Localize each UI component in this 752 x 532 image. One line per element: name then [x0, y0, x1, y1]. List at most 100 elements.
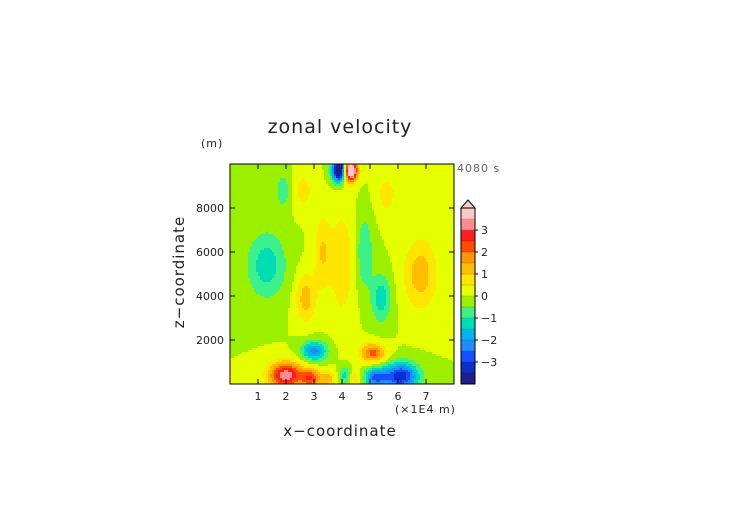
heatmap-cell	[428, 226, 431, 229]
heatmap-cell	[240, 200, 243, 203]
heatmap-cell	[272, 208, 275, 211]
heatmap-cell	[396, 214, 399, 217]
heatmap-cell	[426, 248, 429, 251]
heatmap-cell	[320, 232, 323, 235]
heatmap-cell	[242, 192, 245, 195]
heatmap-cell	[408, 200, 411, 203]
heatmap-cell	[300, 206, 303, 209]
heatmap-cell	[334, 208, 337, 211]
heatmap-cell	[424, 184, 427, 187]
heatmap-cell	[258, 212, 261, 215]
heatmap-cell	[264, 166, 267, 169]
heatmap-cell	[422, 216, 425, 219]
heatmap-cell	[300, 204, 303, 207]
heatmap-cell	[292, 218, 295, 221]
heatmap-cell	[274, 244, 277, 247]
heatmap-cell	[326, 190, 329, 193]
heatmap-cell	[368, 200, 371, 203]
heatmap-cell	[328, 238, 331, 241]
heatmap-cell	[434, 194, 437, 197]
heatmap-cell	[252, 168, 255, 171]
heatmap-cell	[298, 248, 301, 251]
heatmap-cell	[296, 216, 299, 219]
heatmap-cell	[284, 242, 287, 245]
heatmap-cell	[248, 182, 251, 185]
heatmap-cell	[274, 164, 277, 167]
heatmap-cell	[346, 220, 349, 223]
heatmap-cell	[256, 188, 259, 191]
heatmap-cell	[312, 250, 315, 253]
heatmap-cell	[442, 192, 445, 195]
heatmap-cell	[364, 208, 367, 211]
heatmap-cell	[354, 248, 357, 251]
heatmap-cell	[372, 184, 375, 187]
heatmap-cell	[254, 208, 257, 211]
heatmap-cell	[370, 210, 373, 213]
heatmap-cell	[240, 176, 243, 179]
heatmap-cell	[242, 212, 245, 215]
heatmap-cell	[320, 252, 323, 255]
heatmap-cell	[250, 204, 253, 207]
heatmap-cell	[394, 212, 397, 215]
heatmap-cell	[282, 196, 285, 199]
heatmap-cell	[238, 202, 241, 205]
heatmap-cell	[360, 220, 363, 223]
heatmap-cell	[294, 212, 297, 215]
heatmap-cell	[290, 234, 293, 237]
heatmap-cell	[394, 230, 397, 233]
heatmap-cell	[284, 184, 287, 187]
heatmap-cell	[380, 168, 383, 171]
heatmap-cell	[306, 196, 309, 199]
heatmap-cell	[306, 206, 309, 209]
heatmap-cell	[450, 186, 453, 189]
heatmap-cell	[424, 166, 427, 169]
heatmap-cell	[448, 188, 451, 191]
heatmap-cell	[424, 164, 427, 167]
heatmap-cell	[270, 176, 273, 179]
heatmap-cell	[410, 222, 413, 225]
heatmap-cell	[230, 250, 233, 253]
heatmap-cell	[436, 192, 439, 195]
heatmap-cell	[288, 178, 291, 181]
heatmap-cell	[438, 218, 441, 221]
heatmap-cell	[274, 206, 277, 209]
heatmap-cell	[442, 246, 445, 249]
heatmap-cell	[358, 194, 361, 197]
heatmap-cell	[262, 174, 265, 177]
heatmap-cell	[290, 242, 293, 245]
heatmap-cell	[274, 220, 277, 223]
heatmap-cell	[452, 236, 454, 239]
heatmap-cell	[280, 210, 283, 213]
heatmap-cell	[342, 170, 345, 173]
heatmap-cell	[378, 244, 381, 247]
heatmap-cell	[268, 204, 271, 207]
heatmap-cell	[298, 178, 301, 181]
heatmap-cell	[306, 212, 309, 215]
heatmap-cell	[300, 164, 303, 167]
heatmap-cell	[336, 212, 339, 215]
heatmap-cell	[424, 244, 427, 247]
heatmap-cell	[378, 170, 381, 173]
heatmap-cell	[380, 216, 383, 219]
heatmap-cell	[388, 236, 391, 239]
heatmap-cell	[300, 236, 303, 239]
heatmap-cell	[338, 212, 341, 215]
heatmap-cell	[310, 164, 313, 167]
heatmap-cell	[408, 194, 411, 197]
heatmap-cell	[432, 218, 435, 221]
heatmap-cell	[386, 204, 389, 207]
heatmap-cell	[422, 212, 425, 215]
heatmap-cell	[390, 170, 393, 173]
heatmap-cell	[364, 168, 367, 171]
heatmap-cell	[280, 192, 283, 195]
heatmap-cell	[320, 236, 323, 239]
heatmap-cell	[400, 240, 403, 243]
heatmap-cell	[452, 218, 454, 221]
heatmap-cell	[306, 174, 309, 177]
heatmap-cell	[354, 200, 357, 203]
heatmap-cell	[446, 200, 449, 203]
heatmap-cell	[368, 198, 371, 201]
heatmap-cell	[284, 234, 287, 237]
heatmap-cell	[252, 196, 255, 199]
heatmap-cell	[434, 190, 437, 193]
